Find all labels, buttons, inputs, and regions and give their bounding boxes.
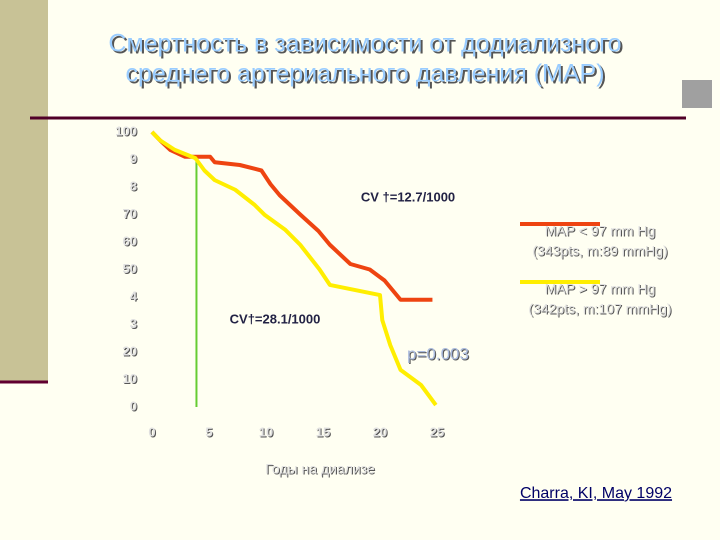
y-tick-label: 0 xyxy=(130,398,137,413)
y-tick-label: 60 xyxy=(123,233,137,248)
side-bar xyxy=(0,0,48,382)
y-tick-label: 10 xyxy=(123,371,137,386)
title: Смертность в зависимости от додиализного… xyxy=(108,30,621,88)
x-tick-label: 0 xyxy=(148,424,155,439)
y-tick-label: 100 xyxy=(115,123,137,138)
legend-label: MAP > 97 mm Hg xyxy=(545,281,656,297)
x-tick-label: 5 xyxy=(205,424,212,439)
y-tick-label: 20 xyxy=(123,343,137,358)
x-axis-label: Годы на диализе xyxy=(265,461,375,477)
legend-label: (342pts, m:107 mmHg) xyxy=(528,301,671,317)
x-tick-label: 15 xyxy=(316,424,330,439)
corner-box xyxy=(682,80,712,108)
x-tick-label: 25 xyxy=(430,424,444,439)
x-tick-label: 20 xyxy=(373,424,387,439)
annotation: p=0.003 xyxy=(407,344,469,363)
y-tick-label: 70 xyxy=(123,206,137,221)
source: Charra, KI, May 1992 xyxy=(520,485,672,502)
series-line xyxy=(150,130,433,302)
y-tick-label: 50 xyxy=(123,261,137,276)
annotation: CV†=28.1/1000 xyxy=(230,311,321,326)
annotation: CV †=12.7/1000 xyxy=(361,189,455,204)
legend-label: (343pts, m:89 mmHg) xyxy=(532,243,667,259)
y-tick-label: 4 xyxy=(130,288,138,303)
title-line: Смертность в зависимости от додиализного xyxy=(108,30,621,58)
x-tick-label: 10 xyxy=(259,424,273,439)
series-line xyxy=(150,130,438,407)
y-tick-label: 9 xyxy=(130,151,137,166)
legend-label: MAP < 97 mm Hg xyxy=(545,223,656,239)
title-line: среднего артериального давления (MAP) xyxy=(125,60,604,88)
y-tick-label: 8 xyxy=(130,178,137,193)
y-tick-label: 3 xyxy=(130,316,137,331)
